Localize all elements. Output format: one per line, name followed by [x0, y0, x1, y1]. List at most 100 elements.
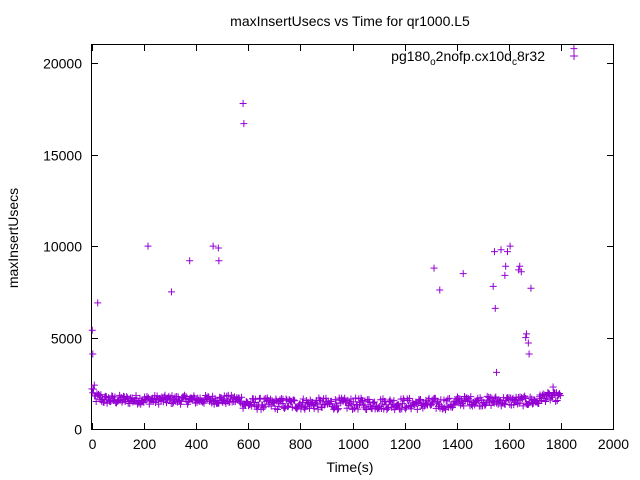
data-point: [277, 394, 285, 402]
data-point: [345, 402, 353, 410]
data-point: [248, 402, 256, 410]
x-tick-label: 800: [289, 436, 313, 452]
data-point-outlier: [239, 100, 247, 108]
data-point: [390, 397, 398, 405]
data-point: [145, 400, 153, 408]
data-point: [242, 397, 250, 405]
data-point-outlier: [527, 284, 535, 292]
data-point: [483, 392, 491, 400]
x-tick-label: 600: [237, 436, 261, 452]
data-point: [520, 393, 528, 401]
data-point: [344, 396, 352, 404]
data-point: [291, 397, 299, 405]
data-point: [555, 390, 563, 398]
legend-label-mid: 2nofp.cx10d: [436, 48, 512, 64]
legend-marker: [570, 52, 578, 60]
data-point: [90, 381, 98, 389]
data-point: [259, 404, 267, 412]
data-point: [132, 392, 140, 400]
data-point: [475, 397, 483, 405]
data-point: [200, 399, 208, 407]
data-point: [273, 406, 281, 414]
data-point: [535, 400, 543, 408]
data-point: [106, 398, 114, 406]
data-point: [370, 398, 378, 406]
legend-plus-marker: [570, 52, 578, 60]
data-point-outlier: [209, 242, 217, 250]
data-point: [464, 398, 472, 406]
data-point: [303, 400, 311, 408]
data-point-outlier: [502, 262, 510, 270]
data-point: [90, 385, 98, 393]
data-point-outlier: [503, 248, 511, 256]
data-point: [427, 401, 435, 409]
x-axis-label: Time(s): [327, 459, 374, 475]
data-point: [449, 401, 457, 409]
data-point: [443, 402, 451, 410]
data-point: [238, 393, 246, 401]
data-point: [163, 399, 171, 407]
data-point-outlier: [88, 326, 96, 334]
data-point-outlier: [516, 262, 524, 270]
data-point: [290, 396, 298, 404]
data-point: [349, 398, 357, 406]
data-point: [413, 405, 421, 413]
legend-label: pg180o2nofp.cx10dc8r32: [391, 48, 545, 68]
data-point-outlier: [549, 383, 557, 391]
data-point: [465, 396, 473, 404]
data-point-outlier: [144, 242, 152, 250]
data-point: [267, 402, 275, 410]
x-tick-label: 1400: [442, 436, 473, 452]
data-point: [327, 397, 335, 405]
y-tick-label: 0: [74, 422, 82, 438]
data-point: [354, 405, 362, 413]
data-point: [539, 390, 547, 398]
data-point-outlier: [89, 350, 97, 358]
data-point: [533, 398, 541, 406]
x-tick-label: 1600: [494, 436, 525, 452]
data-point-outlier: [506, 242, 514, 250]
chart-title: maxInsertUsecs vs Time for qr1000.L5: [230, 13, 470, 29]
data-point: [278, 400, 286, 408]
data-point-outlier: [186, 257, 194, 265]
data-point: [284, 403, 292, 411]
data-point: [514, 400, 522, 408]
data-point-outlier: [436, 286, 444, 294]
data-point: [152, 396, 160, 404]
data-point: [282, 395, 290, 403]
x-tick-label: 2000: [598, 436, 629, 452]
x-tick-label: 0: [89, 436, 97, 452]
data-point-outlier: [493, 368, 501, 376]
data-point: [515, 399, 523, 407]
data-point: [374, 404, 382, 412]
data-point: [426, 400, 434, 408]
data-point: [399, 400, 407, 408]
data-point-outlier: [517, 268, 525, 276]
data-point: [521, 394, 529, 402]
data-point: [313, 401, 321, 409]
data-point: [299, 395, 307, 403]
data-point: [330, 405, 338, 413]
data-point-outlier: [491, 304, 499, 312]
data-point: [460, 402, 468, 410]
data-point: [495, 396, 503, 404]
data-point: [180, 391, 188, 399]
data-point: [367, 404, 375, 412]
data-point-outlier: [489, 282, 497, 290]
axis-ticks: 0 200 400 600 800 1000 1200 1400 1600 1800 2000050…: [43, 45, 629, 452]
data-point: [395, 401, 403, 409]
data-point-outlier: [490, 248, 498, 256]
data-point-outlier: [525, 350, 533, 358]
data-point: [407, 405, 415, 413]
data-point: [457, 396, 465, 404]
data-point-outlier: [167, 288, 175, 296]
data-point-outlier: [215, 257, 223, 265]
data-point: [177, 400, 185, 408]
data-point: [281, 404, 289, 412]
data-point: [261, 402, 269, 410]
data-point: [252, 395, 260, 403]
data-point: [331, 396, 339, 404]
legend-label-end: 8r32: [517, 48, 545, 64]
data-point: [284, 402, 292, 410]
data-point: [302, 403, 310, 411]
